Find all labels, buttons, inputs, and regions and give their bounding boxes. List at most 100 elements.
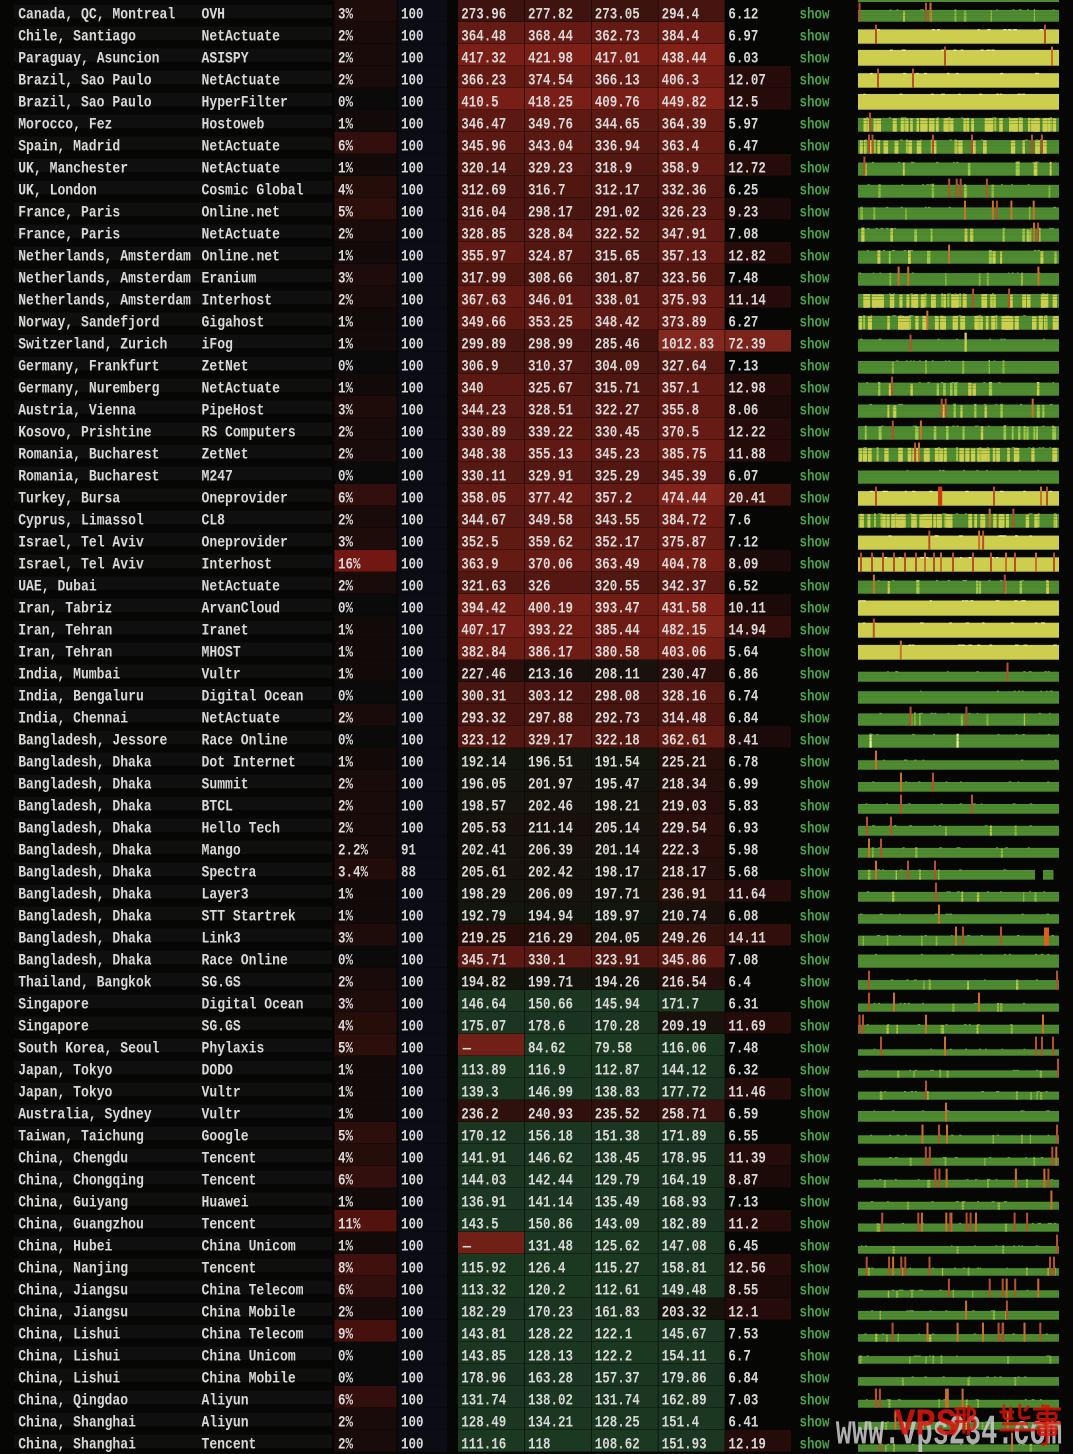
svg-text:11.2: 11.2: [728, 1216, 758, 1234]
svg-text:202.42: 202.42: [528, 864, 573, 882]
svg-text:258.71: 258.71: [662, 1106, 707, 1124]
svg-text:China, Hubei: China, Hubei: [18, 1238, 112, 1256]
svg-text:China Mobile: China Mobile: [202, 1304, 296, 1322]
svg-text:303.12: 303.12: [528, 688, 573, 706]
svg-text:5.83: 5.83: [728, 798, 758, 816]
svg-text:203.32: 203.32: [662, 1304, 707, 1322]
svg-text:329.23: 329.23: [528, 160, 573, 178]
svg-text:352.17: 352.17: [595, 534, 640, 552]
svg-text:6.25: 6.25: [728, 182, 758, 200]
svg-text:12.56: 12.56: [728, 1260, 766, 1278]
svg-text:209.19: 209.19: [662, 1018, 707, 1036]
svg-text:330.45: 330.45: [595, 424, 640, 442]
svg-text:12.72: 12.72: [728, 160, 766, 178]
svg-text:417.32: 417.32: [461, 50, 506, 68]
svg-text:158.81: 158.81: [662, 1260, 707, 1278]
svg-text:112.87: 112.87: [595, 1062, 640, 1080]
svg-text:2%: 2%: [338, 1436, 353, 1454]
svg-text:201.14: 201.14: [595, 842, 640, 860]
svg-text:321.63: 321.63: [461, 578, 506, 596]
svg-text:show: show: [800, 1392, 830, 1410]
svg-text:100: 100: [401, 952, 424, 970]
svg-text:449.82: 449.82: [662, 94, 707, 112]
svg-text:show: show: [800, 1084, 830, 1102]
svg-text:Iranet: Iranet: [202, 622, 249, 640]
svg-text:Paraguay, Asuncion: Paraguay, Asuncion: [18, 50, 159, 68]
svg-text:143.5: 143.5: [461, 1216, 499, 1234]
svg-text:375.93: 375.93: [662, 292, 707, 310]
svg-text:8.06: 8.06: [728, 402, 758, 420]
svg-text:show: show: [800, 1172, 830, 1190]
svg-text:218.34: 218.34: [662, 776, 707, 794]
svg-text:363.49: 363.49: [595, 556, 640, 574]
svg-text:show: show: [800, 490, 830, 508]
svg-text:6.07: 6.07: [728, 468, 758, 486]
svg-text:Bangladesh, Dhaka: Bangladesh, Dhaka: [18, 930, 152, 948]
svg-text:168.93: 168.93: [662, 1194, 707, 1212]
svg-text:202.46: 202.46: [528, 798, 573, 816]
svg-text:6.32: 6.32: [728, 1062, 758, 1080]
svg-text:iFog: iFog: [202, 336, 233, 354]
svg-text:100: 100: [401, 1304, 424, 1322]
svg-text:show: show: [800, 292, 830, 310]
svg-text:126.4: 126.4: [528, 1260, 566, 1278]
svg-text:Tencent: Tencent: [202, 1216, 257, 1234]
svg-text:357.1: 357.1: [662, 380, 700, 398]
svg-text:100: 100: [401, 292, 424, 310]
svg-text:Japan, Tokyo: Japan, Tokyo: [18, 1084, 112, 1102]
svg-text:show: show: [800, 930, 830, 948]
svg-text:Bangladesh, Dhaka: Bangladesh, Dhaka: [18, 864, 152, 882]
svg-text:show: show: [800, 974, 830, 992]
svg-text:366.13: 366.13: [595, 72, 640, 90]
svg-text:7.13: 7.13: [728, 358, 758, 376]
svg-text:91: 91: [401, 842, 416, 860]
svg-text:6.52: 6.52: [728, 578, 758, 596]
svg-text:2%: 2%: [338, 512, 353, 530]
svg-text:show: show: [800, 1436, 830, 1454]
svg-text:6.12: 6.12: [728, 6, 758, 24]
svg-text:6.08: 6.08: [728, 908, 758, 926]
svg-text:China Telecom: China Telecom: [202, 1282, 304, 1300]
svg-text:175.07: 175.07: [461, 1018, 506, 1036]
svg-text:show: show: [800, 644, 830, 662]
svg-text:SG.GS: SG.GS: [202, 974, 242, 992]
svg-text:6%: 6%: [338, 138, 353, 156]
svg-text:116.06: 116.06: [662, 1040, 707, 1058]
svg-text:14.94: 14.94: [728, 622, 766, 640]
svg-text:12.1: 12.1: [728, 1304, 758, 1322]
svg-text:show: show: [800, 600, 830, 618]
svg-text:Mango: Mango: [202, 842, 241, 860]
svg-text:316.7: 316.7: [528, 182, 566, 200]
svg-text:115.92: 115.92: [461, 1260, 506, 1278]
svg-text:357.13: 357.13: [662, 248, 707, 266]
svg-text:France, Paris: France, Paris: [18, 204, 120, 222]
svg-text:1%: 1%: [338, 116, 353, 134]
svg-text:149.48: 149.48: [662, 1282, 707, 1300]
svg-text:213.16: 213.16: [528, 666, 573, 684]
svg-text:China, Lishui: China, Lishui: [18, 1348, 120, 1366]
svg-text:362.61: 362.61: [662, 732, 707, 750]
svg-text:show: show: [800, 688, 830, 706]
svg-text:5.98: 5.98: [728, 842, 758, 860]
svg-text:Spectra: Spectra: [202, 864, 257, 882]
svg-text:178.96: 178.96: [461, 1370, 506, 1388]
svg-text:474.44: 474.44: [662, 490, 707, 508]
svg-text:170.12: 170.12: [461, 1128, 506, 1146]
svg-text:Australia, Sydney: Australia, Sydney: [18, 1106, 152, 1124]
svg-text:show: show: [800, 1062, 830, 1080]
svg-text:406.3: 406.3: [662, 72, 700, 90]
svg-text:100: 100: [401, 1150, 424, 1168]
svg-text:143.85: 143.85: [461, 1348, 506, 1366]
svg-text:410.5: 410.5: [461, 94, 499, 112]
svg-text:show: show: [800, 270, 830, 288]
svg-text:120.2: 120.2: [528, 1282, 566, 1300]
svg-text:2.2%: 2.2%: [338, 842, 368, 860]
svg-text:227.46: 227.46: [461, 666, 506, 684]
svg-text:154.11: 154.11: [662, 1348, 707, 1366]
svg-text:China, Qingdao: China, Qingdao: [18, 1392, 128, 1410]
svg-text:315.65: 315.65: [595, 248, 640, 266]
svg-text:show: show: [800, 138, 830, 156]
svg-text:100: 100: [401, 1194, 424, 1212]
svg-text:Cosmic Global: Cosmic Global: [202, 182, 304, 200]
svg-text:8.87: 8.87: [728, 1172, 758, 1190]
